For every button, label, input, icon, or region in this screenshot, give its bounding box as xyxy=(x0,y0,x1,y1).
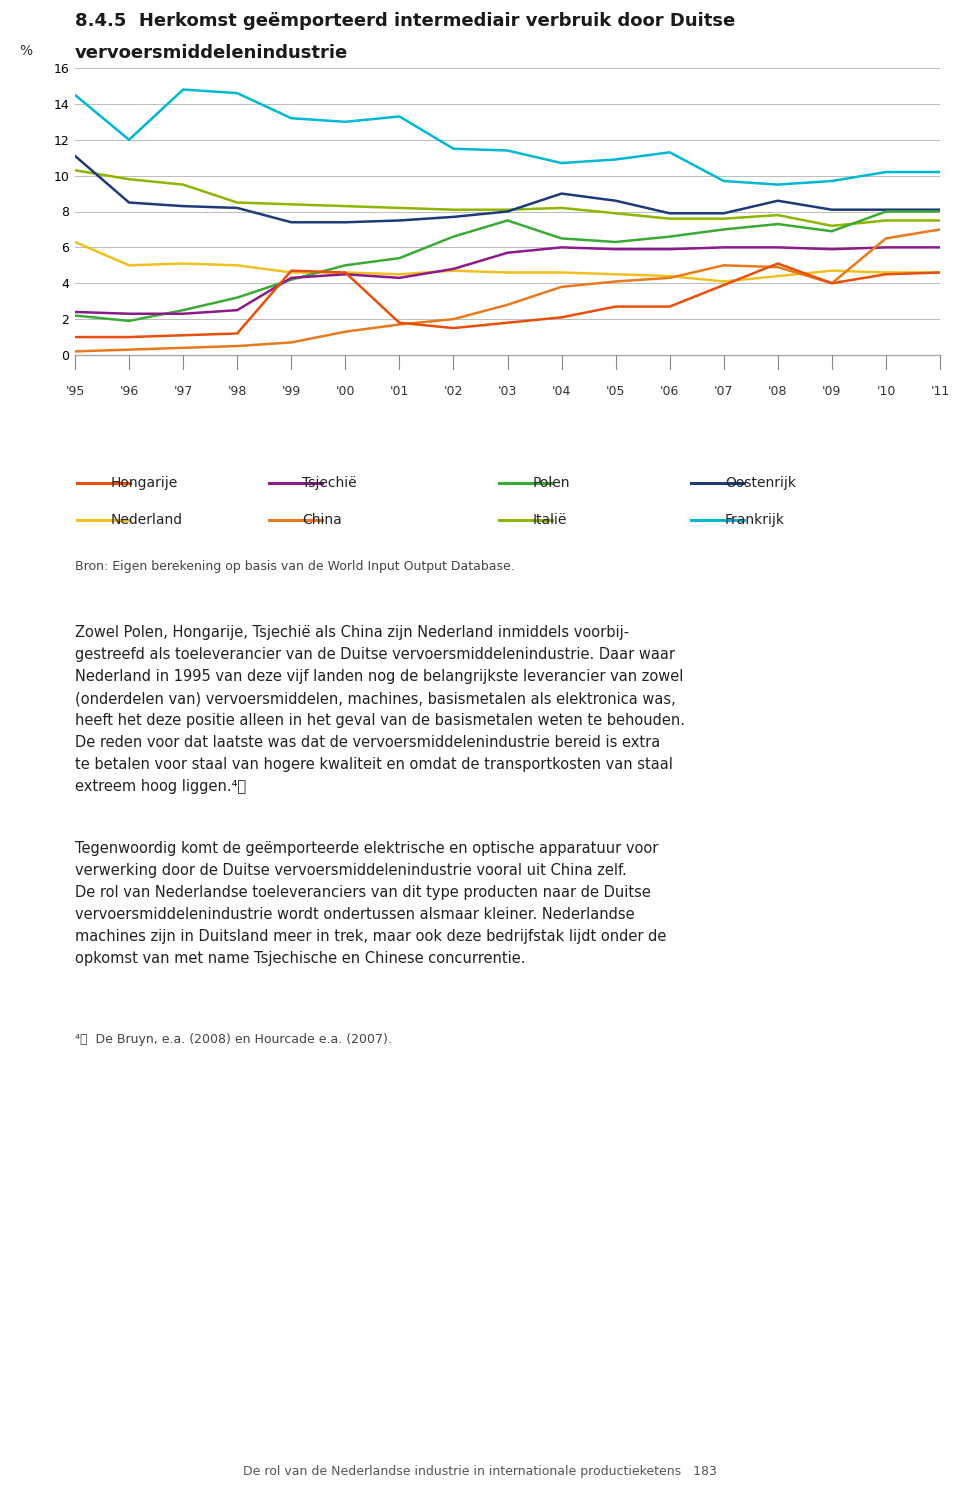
Text: '00: '00 xyxy=(336,384,355,398)
Text: De rol van de Nederlandse industrie in internationale productieketens   183: De rol van de Nederlandse industrie in i… xyxy=(243,1465,717,1478)
Text: Tsjechië: Tsjechië xyxy=(302,476,357,491)
Text: Hongarije: Hongarije xyxy=(110,476,178,491)
Text: '04: '04 xyxy=(552,384,571,398)
Text: Italië: Italië xyxy=(533,513,567,527)
Text: vervoersmiddelenindustrie wordt ondertussen alsmaar kleiner. Nederlandse: vervoersmiddelenindustrie wordt ondertus… xyxy=(75,907,635,922)
Text: opkomst van met name Tsjechische en Chinese concurrentie.: opkomst van met name Tsjechische en Chin… xyxy=(75,951,525,966)
Text: '03: '03 xyxy=(498,384,517,398)
Text: Tegenwoordig komt de geëmporteerde elektrische en optische apparatuur voor: Tegenwoordig komt de geëmporteerde elekt… xyxy=(75,841,659,856)
Text: '96: '96 xyxy=(119,384,138,398)
Text: gestreefd als toeleverancier van de Duitse vervoersmiddelenindustrie. Daar waar: gestreefd als toeleverancier van de Duit… xyxy=(75,646,675,663)
Text: '02: '02 xyxy=(444,384,463,398)
Text: '97: '97 xyxy=(174,384,193,398)
Text: '09: '09 xyxy=(822,384,842,398)
Text: Bron: Eigen berekening op basis van de World Input Output Database.: Bron: Eigen berekening op basis van de W… xyxy=(75,560,515,573)
Text: '07: '07 xyxy=(714,384,733,398)
Text: 8.4.5  Herkomst geëmporteerd intermediair verbruik door Duitse: 8.4.5 Herkomst geëmporteerd intermediair… xyxy=(75,12,735,30)
Text: ⁴⧩  De Bruyn, e.a. (2008) en Hourcade e.a. (2007).: ⁴⧩ De Bruyn, e.a. (2008) en Hourcade e.a… xyxy=(75,1034,392,1046)
Text: '99: '99 xyxy=(281,384,300,398)
Text: %: % xyxy=(19,43,32,58)
Text: '01: '01 xyxy=(390,384,409,398)
Text: Nederland in 1995 van deze vijf landen nog de belangrijkste leverancier van zowe: Nederland in 1995 van deze vijf landen n… xyxy=(75,669,684,684)
Text: China: China xyxy=(302,513,342,527)
Text: vervoersmiddelenindustrie: vervoersmiddelenindustrie xyxy=(75,43,348,61)
Text: Zowel Polen, Hongarije, Tsjechië als China zijn Nederland inmiddels voorbij-: Zowel Polen, Hongarije, Tsjechië als Ch… xyxy=(75,625,629,640)
Text: '10: '10 xyxy=(876,384,896,398)
Text: '98: '98 xyxy=(228,384,247,398)
Text: verwerking door de Duitse vervoersmiddelenindustrie vooral uit China zelf.: verwerking door de Duitse vervoersmiddel… xyxy=(75,863,627,878)
Text: '11: '11 xyxy=(930,384,949,398)
Text: te betalen voor staal van hogere kwaliteit en omdat de transportkosten van staal: te betalen voor staal van hogere kwalite… xyxy=(75,757,673,772)
Text: De rol van Nederlandse toeleveranciers van dit type producten naar de Duitse: De rol van Nederlandse toeleveranciers v… xyxy=(75,886,651,901)
Text: Oostenrijk: Oostenrijk xyxy=(725,476,796,491)
Text: (onderdelen van) vervoersmiddelen, machines, basismetalen als elektronica was,: (onderdelen van) vervoersmiddelen, machi… xyxy=(75,691,676,706)
Text: '05: '05 xyxy=(606,384,625,398)
Text: Frankrijk: Frankrijk xyxy=(725,513,784,527)
Text: machines zijn in Duitsland meer in trek, maar ook deze bedrijfstak lijdt onder d: machines zijn in Duitsland meer in trek,… xyxy=(75,929,666,944)
Text: heeft het deze positie alleen in het geval van de basismetalen weten te behouden: heeft het deze positie alleen in het gev… xyxy=(75,714,685,729)
Text: '95: '95 xyxy=(65,384,84,398)
Text: Polen: Polen xyxy=(533,476,570,491)
Text: '06: '06 xyxy=(660,384,680,398)
Text: '08: '08 xyxy=(768,384,787,398)
Text: extreem hoog liggen.⁴⧩: extreem hoog liggen.⁴⧩ xyxy=(75,779,246,794)
Text: De reden voor dat laatste was dat de vervoersmiddelenindustrie bereid is extra: De reden voor dat laatste was dat de ver… xyxy=(75,735,660,749)
Text: Nederland: Nederland xyxy=(110,513,182,527)
